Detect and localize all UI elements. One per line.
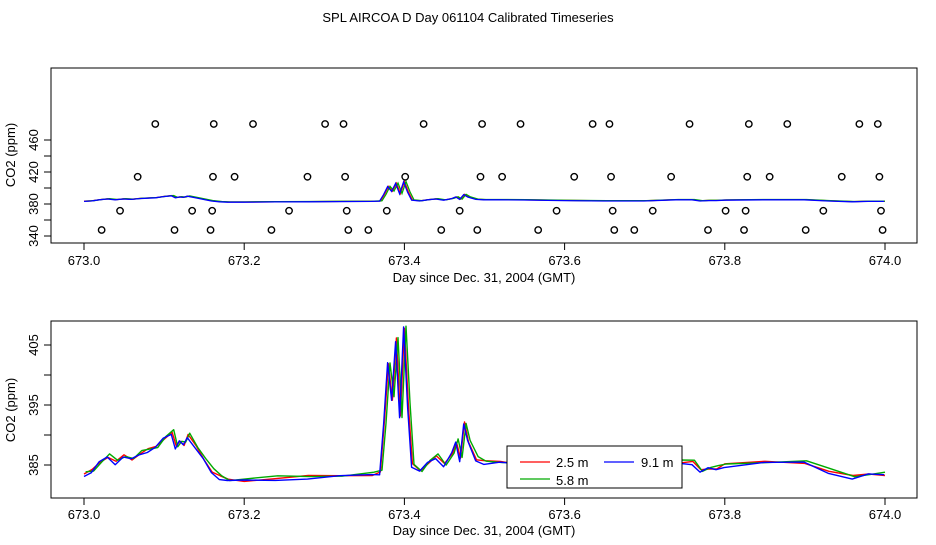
x-tick-label-1-673-4: 673.4 xyxy=(388,253,421,268)
co2-by-height-panel: 673.0 673.2 673.4 673.6 673.8 674.0 385 395 405… xyxy=(3,320,918,538)
x-axis-label-1: Day since Dec. 31, 2004 (GMT) xyxy=(393,270,576,285)
calibration-point-16 xyxy=(339,120,348,128)
x-tick-label-2-673-4: 673.4 xyxy=(388,507,421,522)
legend-label-5-8m: 5.8 m xyxy=(556,473,589,488)
calibration-point-56 xyxy=(875,172,884,181)
plot-frame-2 xyxy=(50,320,918,499)
calibration-point-58 xyxy=(878,226,887,234)
series-line-2-2-5-m xyxy=(83,327,886,483)
calibration-point-8 xyxy=(209,172,217,181)
calibration-point-30 xyxy=(516,120,525,128)
x-tick-label-2-673-0: 673.0 xyxy=(68,507,101,522)
calibration-point-52 xyxy=(819,206,828,215)
calibration-point-34 xyxy=(588,120,597,128)
calibration-point-15 xyxy=(321,120,330,128)
y-axis-label-2: CO2 (ppm) xyxy=(3,378,18,442)
x-tick-label-1-673-8: 673.8 xyxy=(709,253,742,268)
calibration-point-42 xyxy=(685,120,694,128)
calibration-point-36 xyxy=(607,172,615,181)
calibration-point-54 xyxy=(855,120,864,128)
x-tick-label-1-673-2: 673.2 xyxy=(228,253,261,268)
legend-box xyxy=(506,445,683,489)
legend: 2.5 m 9.1 m 5.8 m xyxy=(506,445,683,489)
calibration-point-46 xyxy=(741,206,750,215)
x-axis-label-2: Day since Dec. 31, 2004 (GMT) xyxy=(393,523,576,538)
calibration-point-53 xyxy=(837,172,846,181)
calibration-point-44 xyxy=(721,206,730,215)
x-tick-label-2-673-8: 673.8 xyxy=(709,507,742,522)
y-tick-label-1-380: 380 xyxy=(26,193,41,215)
x-tick-label-1-673-0: 673.0 xyxy=(68,253,101,268)
x-tick-label-1-674-0: 674.0 xyxy=(869,253,902,268)
calibration-point-7 xyxy=(208,206,217,215)
calibration-point-19 xyxy=(344,226,353,234)
calibration-point-28 xyxy=(478,120,486,128)
calibration-point-9 xyxy=(209,120,218,128)
calibration-point-11 xyxy=(249,120,257,128)
calibration-point-5 xyxy=(188,206,197,215)
x-tick-label-1-673-6: 673.6 xyxy=(548,253,581,268)
calibration-point-33 xyxy=(570,172,579,181)
calibration-point-17 xyxy=(341,172,350,181)
calibration-point-20 xyxy=(364,226,373,234)
calibration-point-37 xyxy=(608,206,617,215)
y-tick-label-1-420: 420 xyxy=(26,161,41,183)
calibration-point-29 xyxy=(498,172,507,181)
calibration-point-23 xyxy=(419,120,428,128)
x-tick-label-2-674-0: 674.0 xyxy=(869,507,902,522)
calibration-point-22 xyxy=(401,172,410,181)
calibration-point-10 xyxy=(230,172,239,181)
plot-frame-1 xyxy=(50,67,918,244)
calibration-point-1 xyxy=(116,206,124,215)
series-line-2-5-8-m xyxy=(85,325,886,482)
series-line-2-9-1-m xyxy=(83,326,885,482)
y-tick-label-2-385: 385 xyxy=(26,454,41,476)
calibration-point-45 xyxy=(740,226,748,234)
calibration-point-0 xyxy=(97,226,106,234)
calibration-point-47 xyxy=(743,172,752,181)
calibration-point-14 xyxy=(303,172,312,181)
y-tick-label-2-405: 405 xyxy=(26,334,41,356)
y-tick-label-1-340: 340 xyxy=(26,225,41,247)
calibration-point-3 xyxy=(151,120,160,128)
x-tick-label-2-673-6: 673.6 xyxy=(548,507,581,522)
calibration-point-49 xyxy=(765,172,774,181)
calibration-point-57 xyxy=(877,206,885,215)
calibration-point-40 xyxy=(648,206,657,215)
calibration-point-41 xyxy=(667,172,676,181)
calibration-point-12 xyxy=(267,226,276,234)
y-tick-label-1-460: 460 xyxy=(26,129,41,151)
calibration-point-4 xyxy=(170,226,179,234)
calibration-point-43 xyxy=(704,226,712,234)
calibration-point-39 xyxy=(630,226,639,234)
legend-label-9-1m: 9.1 m xyxy=(641,455,674,470)
calibration-point-35 xyxy=(605,120,614,128)
calibration-point-25 xyxy=(455,206,464,215)
calibration-point-27 xyxy=(476,172,485,181)
y-axis-label-1: CO2 (ppm) xyxy=(3,123,18,187)
calibration-point-32 xyxy=(552,206,561,215)
series-line-1-9-1-m xyxy=(83,179,885,203)
calibrated-timeseries-panel: 673.0 673.2 673.4 673.6 673.8 674.0 340 380 420… xyxy=(3,67,918,285)
calibration-point-2 xyxy=(133,172,142,181)
calibration-point-24 xyxy=(437,226,446,234)
calibration-point-13 xyxy=(285,206,293,215)
x-tick-label-2-673-2: 673.2 xyxy=(228,507,261,522)
series-line-1-5-8-m xyxy=(85,179,885,203)
calibration-point-6 xyxy=(206,226,215,234)
calibration-point-48 xyxy=(744,120,753,128)
legend-label-2-5m: 2.5 m xyxy=(556,455,589,470)
y-tick-label-2-395: 395 xyxy=(26,394,41,416)
calibration-point-55 xyxy=(873,120,882,128)
calibration-point-38 xyxy=(610,226,619,234)
calibration-point-31 xyxy=(534,226,543,234)
calibration-point-21 xyxy=(382,206,391,215)
figure-title: SPL AIRCOA D Day 061104 Calibrated Times… xyxy=(322,10,614,25)
calibration-point-51 xyxy=(801,226,810,234)
calibration-point-18 xyxy=(342,206,351,215)
calibration-point-50 xyxy=(783,120,792,128)
calibration-point-26 xyxy=(473,226,482,234)
